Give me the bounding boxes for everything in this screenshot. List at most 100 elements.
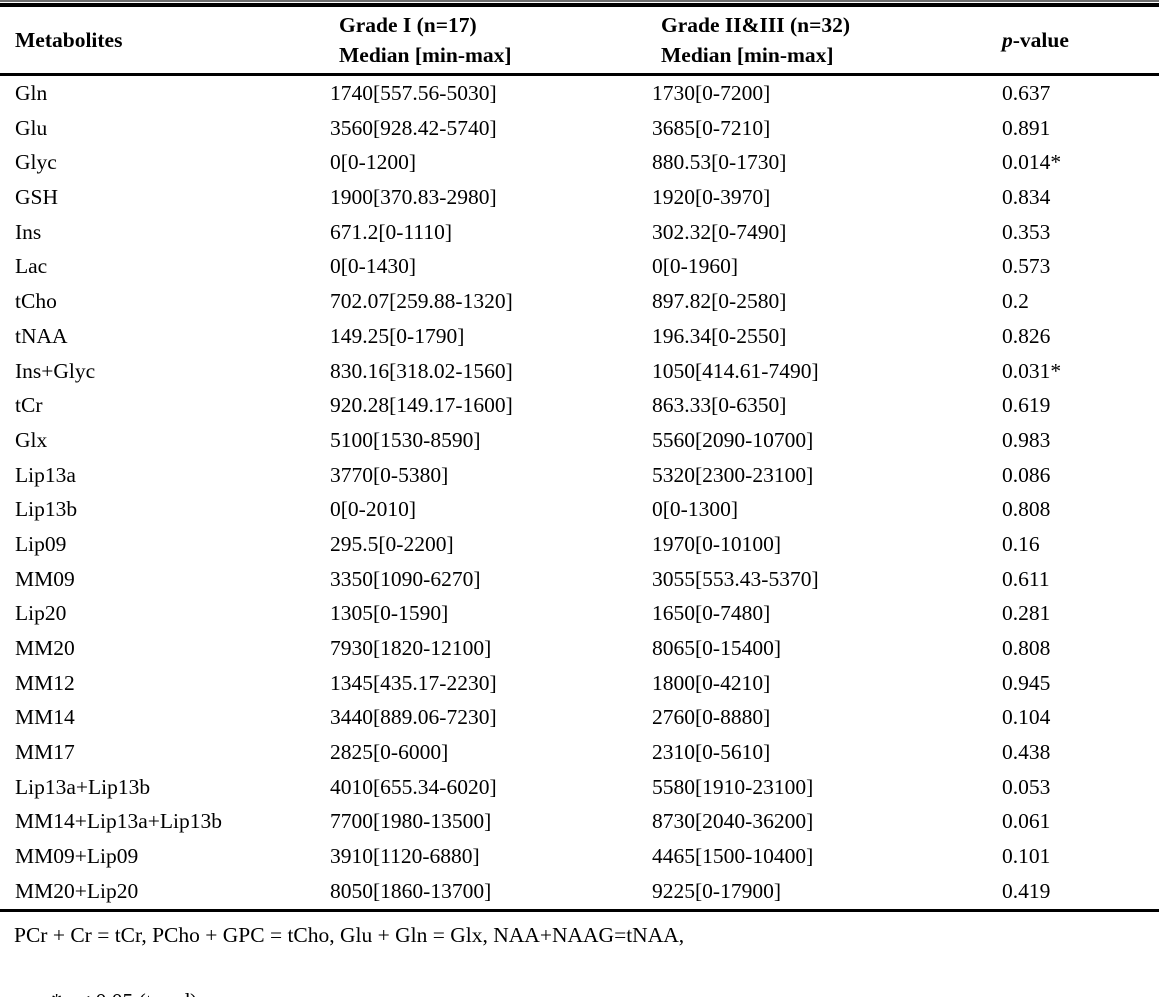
metabolite-name: MM20 (15, 636, 75, 660)
grade23-median-minmax: 3055[553.43-5370] (652, 566, 819, 591)
grade1-median-minmax: 8050[1860-13700] (330, 878, 492, 903)
table-row: Ins 671.2[0-1110] 302.32[0-7490] 0.353 (0, 215, 1159, 250)
grade1-median-minmax: 1305[0-1590] (330, 601, 449, 626)
metabolite-name: MM09+Lip09 (15, 844, 139, 869)
p-value-cell: 0.014* (1002, 150, 1062, 175)
grade23-median-minmax: 3685[0-7210] (652, 115, 771, 140)
top-rule (0, 0, 1159, 7)
grade1-median-minmax: 5100[1530-8590] (330, 427, 481, 452)
grade23-median-minmax: 0[0-1960] (652, 254, 738, 279)
p-value-cell: 0.419 (1002, 878, 1051, 903)
grade23-median-minmax: 5580[1910-23100] (652, 774, 814, 799)
grade23-median-minmax: 897.82[0-2580] (652, 289, 787, 314)
grade23-median-minmax: 1800[0-4210] (652, 670, 771, 695)
grade23-median-minmax: 4465[1500-10400] (652, 844, 814, 869)
grade1-median-minmax: 830.16[318.02-1560] (330, 358, 513, 383)
table-row: Glx 5100[1530-8590] 5560[2090-10700] 0.9… (0, 423, 1159, 458)
grade23-median-minmax: 863.33[0-6350] (652, 393, 787, 418)
grade1-median-minmax: 3910[1120-6880] (330, 844, 480, 869)
grade23-median-minmax: 0[0-1300] (652, 497, 738, 522)
table-row: Glu 3560[928.42-5740] 3685[0-7210] 0.891 (0, 111, 1159, 146)
table-row: MM20 7930[1820-12100] 8065[0-15400] 0.80… (0, 631, 1159, 666)
p-value-cell: 0.834 (1002, 185, 1051, 210)
grade23-median-minmax: 5560[2090-10700] (652, 427, 814, 452)
table-footnotes: PCr + Cr = tCr, PCho + GPC = tCho, Glu +… (0, 912, 1159, 997)
table-row: MM20+Lip20 8050[1860-13700] 9225[0-17900… (0, 874, 1159, 909)
grade1-median-minmax: 3350[1090-6270] (330, 566, 481, 591)
table-row: GSH 1900[370.83-2980] 1920[0-3970] 0.834 (0, 180, 1159, 215)
grade23-median-minmax: 302.32[0-7490] (652, 219, 787, 244)
table-row: Glyc 0[0-1200] 880.53[0-1730] 0.014* (0, 145, 1159, 180)
column-header-pvalue-italic-p: p (1002, 28, 1013, 52)
grade23-median-minmax: 1970[0-10100] (652, 531, 781, 556)
metabolite-name: MM14 (15, 705, 75, 730)
table-row: Lip20 1305[0-1590] 1650[0-7480] 0.281 (0, 596, 1159, 631)
footnote-abbreviations: PCr + Cr = tCr, PCho + GPC = tCho, Glu +… (14, 922, 685, 947)
grade23-median-minmax: 1920[0-3970] (652, 185, 771, 210)
grade1-median-minmax: 3560[928.42-5740] (330, 115, 497, 140)
metabolite-name: Glx (15, 427, 48, 452)
p-value-cell: 0.945 (1002, 670, 1051, 695)
table-row: MM09+Lip09 3910[1120-6880] 4465[1500-104… (0, 839, 1159, 874)
grade1-median-minmax: 0[0-1200] (330, 150, 416, 175)
metabolite-name: Lip13a+Lip13b (15, 774, 151, 799)
grade23-median-minmax: 880.53[0-1730] (652, 150, 787, 175)
grade23-median-minmax: 9225[0-17900] (652, 878, 781, 903)
p-value-cell: 0.353 (1002, 219, 1051, 244)
footnote-significance-text: < 0.05 (trend) (73, 989, 197, 997)
p-value-cell: 0.16 (1002, 531, 1040, 556)
grade1-median-minmax: 0[0-2010] (330, 497, 416, 522)
grade1-median-minmax: 2825[0-6000] (330, 740, 449, 765)
p-value-cell: 0.983 (1002, 427, 1051, 452)
p-value-cell: 0.053 (1002, 774, 1051, 799)
table-row: Lip13a+Lip13b 4010[655.34-6020] 5580[191… (0, 770, 1159, 805)
table-row: tNAA 149.25[0-1790] 196.34[0-2550] 0.826 (0, 319, 1159, 354)
footnote-significance: *p < 0.05 (trend) (14, 952, 1159, 997)
metabolite-name: Lip20 (15, 601, 67, 626)
metabolite-name: Ins+Glyc (15, 358, 96, 383)
column-header-grade23: Grade II&III (n=32) Median [min-max] (652, 10, 1002, 70)
grade23-median-minmax: 2760[0-8880] (652, 705, 771, 730)
table-row: MM09 3350[1090-6270] 3055[553.43-5370] 0… (0, 562, 1159, 597)
metabolite-name: Glu (15, 115, 48, 140)
grade1-median-minmax: 149.25[0-1790] (330, 323, 465, 348)
grade23-median-minmax: 196.34[0-2550] (652, 323, 787, 348)
p-value-cell: 0.891 (1002, 115, 1051, 140)
metabolite-name: Lip13b (15, 497, 78, 522)
metabolite-name: Lip09 (15, 531, 67, 556)
metabolite-name: tCho (15, 289, 57, 314)
grade23-median-minmax: 1730[0-7200] (652, 81, 771, 105)
table-row: tCr 920.28[149.17-1600] 863.33[0-6350] 0… (0, 388, 1159, 423)
grade23-median-minmax: 5320[2300-23100] (652, 462, 814, 487)
grade23-median-minmax: 1050[414.61-7490] (652, 358, 819, 383)
table-row: MM12 1345[435.17-2230] 1800[0-4210] 0.94… (0, 666, 1159, 701)
metabolite-name: Gln (15, 81, 48, 105)
p-value-cell: 0.061 (1002, 809, 1051, 834)
grade1-median-minmax: 7700[1980-13500] (330, 809, 492, 834)
p-value-cell: 0.637 (1002, 81, 1051, 105)
column-header-grade1-line2: Median [min-max] (339, 43, 512, 67)
grade1-median-minmax: 4010[655.34-6020] (330, 774, 497, 799)
grade1-median-minmax: 1900[370.83-2980] (330, 185, 497, 210)
metabolite-name: MM20+Lip20 (15, 878, 139, 903)
table-row: Lip13b 0[0-2010] 0[0-1300] 0.808 (0, 492, 1159, 527)
column-header-pvalue: p-value (1002, 25, 1159, 55)
table-row: MM17 2825[0-6000] 2310[0-5610] 0.438 (0, 735, 1159, 770)
table-header-row: Metabolites Grade I (n=17) Median [min-m… (0, 7, 1159, 73)
grade1-median-minmax: 295.5[0-2200] (330, 531, 454, 556)
metabolite-name: MM17 (15, 740, 75, 765)
footnote-significance-italic-p: p (62, 989, 73, 997)
body-footer-separator-rule (0, 908, 1159, 912)
table-row: Ins+Glyc 830.16[318.02-1560] 1050[414.61… (0, 354, 1159, 389)
table-row: Lip09 295.5[0-2200] 1970[0-10100] 0.16 (0, 527, 1159, 562)
p-value-cell: 0.031* (1002, 358, 1062, 383)
p-value-cell: 0.573 (1002, 254, 1051, 279)
grade1-median-minmax: 3770[0-5380] (330, 462, 449, 487)
table-row: tCho 702.07[259.88-1320] 897.82[0-2580] … (0, 284, 1159, 319)
grade1-median-minmax: 3440[889.06-7230] (330, 705, 497, 730)
table-row: MM14 3440[889.06-7230] 2760[0-8880] 0.10… (0, 700, 1159, 735)
p-value-cell: 0.2 (1002, 289, 1029, 314)
table-row: Lip13a 3770[0-5380] 5320[2300-23100] 0.0… (0, 458, 1159, 493)
column-header-grade23-line2: Median [min-max] (661, 43, 834, 67)
